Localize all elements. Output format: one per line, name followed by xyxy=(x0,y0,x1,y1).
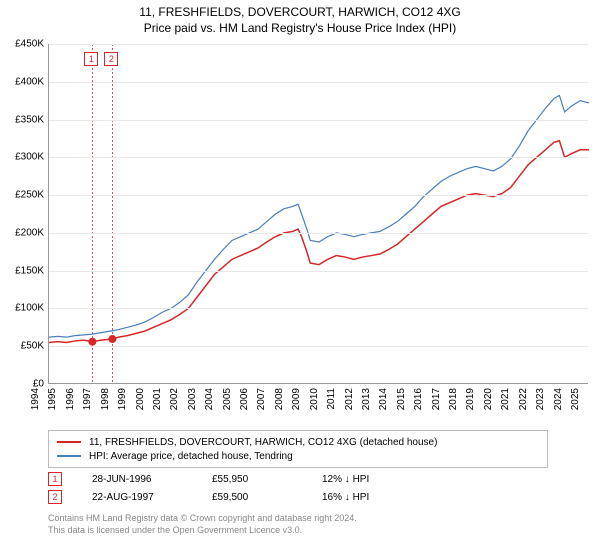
y-tick-label: £100K xyxy=(8,303,44,314)
legend-row: 11, FRESHFIELDS, DOVERCOURT, HARWICH, CO… xyxy=(57,435,539,449)
line-layer xyxy=(49,44,588,383)
legend-label: HPI: Average price, detached house, Tend… xyxy=(89,451,293,462)
y-tick-label: £450K xyxy=(8,39,44,50)
y-tick-label: £200K xyxy=(8,227,44,238)
event-date: 22-AUG-1997 xyxy=(92,492,182,503)
title-line-1: 11, FRESHFIELDS, DOVERCOURT, HARWICH, CO… xyxy=(0,4,600,20)
gridline-h xyxy=(49,195,588,196)
legend: 11, FRESHFIELDS, DOVERCOURT, HARWICH, CO… xyxy=(48,430,548,468)
gridline-h xyxy=(49,157,588,158)
gridline-h xyxy=(49,308,588,309)
gridline-h xyxy=(49,120,588,121)
event-index-box: 1 xyxy=(48,472,62,486)
title-line-2: Price paid vs. HM Land Registry's House … xyxy=(0,20,600,36)
chart-container: £0£50K£100K£150K£200K£250K£300K£350K£400… xyxy=(8,40,593,420)
footer-line-2: This data is licensed under the Open Gov… xyxy=(48,524,568,536)
gridline-h xyxy=(49,233,588,234)
event-marker-index: 2 xyxy=(104,52,118,66)
event-price: £55,950 xyxy=(212,474,292,485)
event-price: £59,500 xyxy=(212,492,292,503)
gridline-h xyxy=(49,82,588,83)
y-tick-label: £400K xyxy=(8,76,44,87)
legend-swatch xyxy=(57,441,81,443)
gridline-h xyxy=(49,346,588,347)
legend-row: HPI: Average price, detached house, Tend… xyxy=(57,449,539,463)
x-tick-label: 2025 xyxy=(570,388,600,410)
footer-line-1: Contains HM Land Registry data © Crown c… xyxy=(48,512,568,524)
event-diff: 16% ↓ HPI xyxy=(322,492,412,503)
series-hpi xyxy=(49,95,589,337)
event-row: 2 22-AUG-1997 £59,500 16% ↓ HPI xyxy=(48,488,548,506)
y-tick-label: £350K xyxy=(8,114,44,125)
chart-title: 11, FRESHFIELDS, DOVERCOURT, HARWICH, CO… xyxy=(0,0,600,36)
y-tick-label: £50K xyxy=(8,341,44,352)
event-diff: 12% ↓ HPI xyxy=(322,474,412,485)
event-marker-index: 1 xyxy=(84,52,98,66)
events-table: 1 28-JUN-1996 £55,950 12% ↓ HPI 2 22-AUG-1997… xyxy=(48,470,548,506)
plot-area xyxy=(48,44,588,384)
y-tick-label: £300K xyxy=(8,152,44,163)
event-index-box: 2 xyxy=(48,490,62,504)
y-tick-label: £250K xyxy=(8,190,44,201)
y-tick-label: £150K xyxy=(8,265,44,276)
gridline-h xyxy=(49,271,588,272)
legend-label: 11, FRESHFIELDS, DOVERCOURT, HARWICH, CO… xyxy=(89,437,437,448)
footer-attribution: Contains HM Land Registry data © Crown c… xyxy=(48,512,568,536)
event-date: 28-JUN-1996 xyxy=(92,474,182,485)
gridline-h xyxy=(49,44,588,45)
event-row: 1 28-JUN-1996 £55,950 12% ↓ HPI xyxy=(48,470,548,488)
legend-swatch xyxy=(57,455,81,457)
